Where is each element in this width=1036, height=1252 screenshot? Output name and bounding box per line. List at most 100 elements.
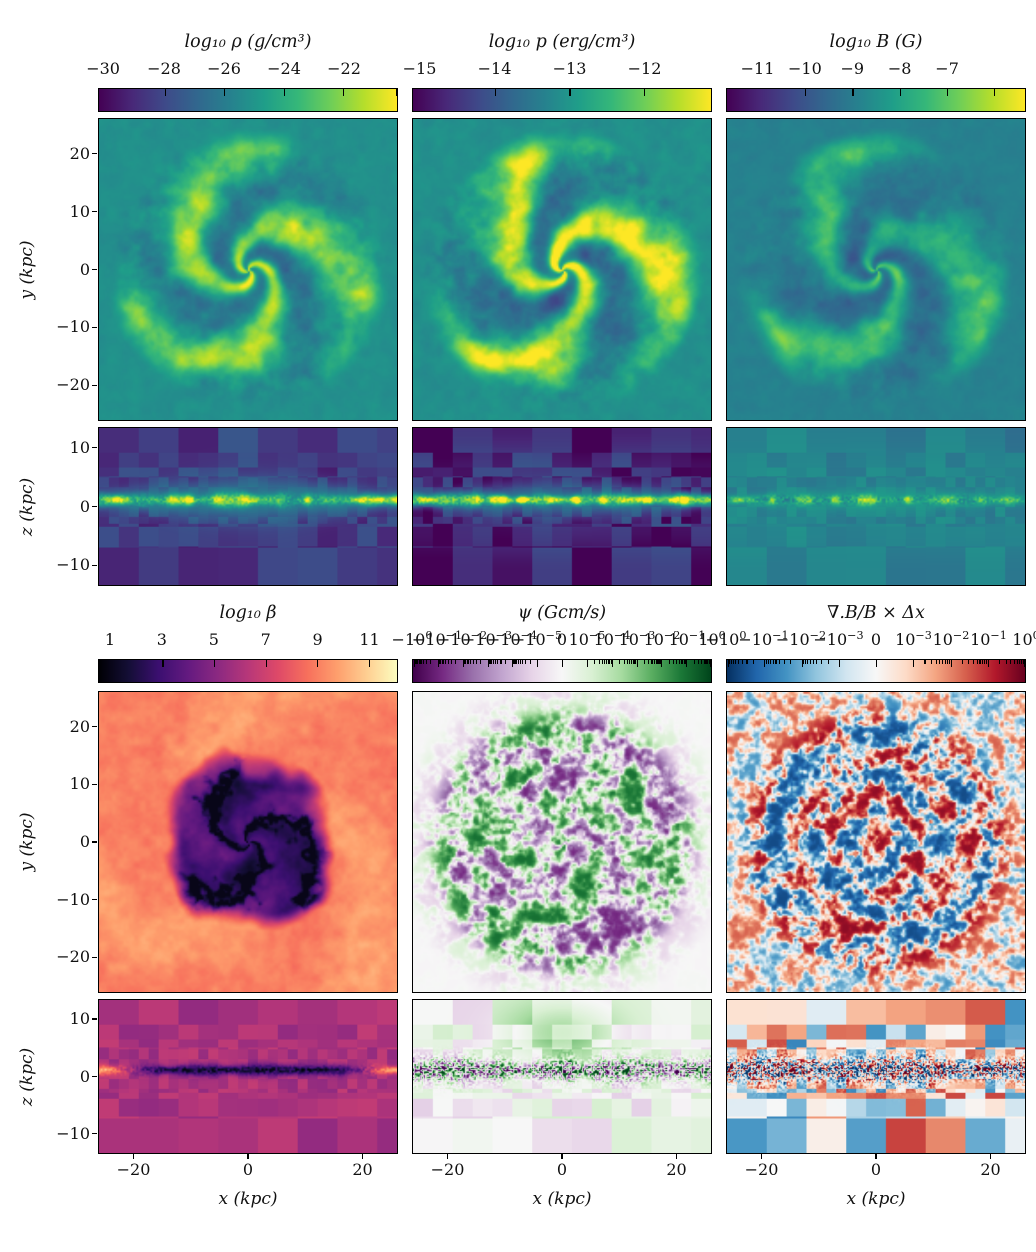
colorbar-minor-tick-mark [741, 660, 743, 664]
y-axis-label: y (kpc) [17, 240, 37, 299]
colorbar-tick-mark [727, 660, 729, 667]
colorbar-tick-mark [636, 660, 638, 667]
colorbar-tick-mark [487, 660, 489, 667]
colorbar-minor-tick-mark [660, 660, 662, 664]
colorbar-minor-tick-mark [779, 660, 781, 664]
colorbar-minor-tick-mark [944, 660, 946, 664]
z-tick-label: 10 [69, 1009, 90, 1029]
colorbar-minor-tick-mark [653, 660, 655, 664]
colorbar-minor-tick-mark [708, 660, 710, 664]
colorbar-minor-tick-mark [657, 660, 659, 664]
colorbar-pressure [412, 88, 712, 112]
colorbar-tick-label: 10−4 [593, 628, 631, 649]
colorbar-minor-tick-mark [500, 660, 502, 664]
colorbar-tick-mark [265, 660, 267, 667]
colorbar-minor-tick-mark [948, 660, 950, 664]
y-tick-label: −20 [56, 947, 90, 967]
colorbar-minor-tick-mark [770, 660, 772, 664]
x-tick-label: −20 [116, 1160, 151, 1179]
colorbar-tick-mark [343, 89, 345, 96]
colorbar-minor-tick-mark [668, 660, 670, 664]
x-tick-mark [675, 1154, 678, 1159]
z-tick-label: 10 [69, 437, 90, 457]
colorbar-tick-mark [283, 89, 285, 96]
x-tick-label: 0 [556, 1160, 568, 1179]
colorbar-minor-tick-mark [632, 660, 634, 664]
colorbar-minor-tick-mark [946, 660, 948, 664]
colorbar-tick-mark [805, 89, 807, 96]
colorbar-minor-tick-mark [693, 660, 695, 664]
x-tick-mark [361, 1154, 364, 1159]
colorbar-minor-tick-mark [827, 660, 829, 664]
colorbar-tick-mark [876, 660, 878, 667]
colorbar-tick-mark [437, 660, 439, 667]
colorbar-tick-label: 10−2 [932, 628, 970, 649]
colorbar-tick-label: −9 [840, 59, 865, 78]
y-tick-mark [92, 211, 97, 213]
x-axis-label: x (kpc) [532, 1189, 592, 1209]
colorbar-minor-tick-mark [443, 660, 445, 664]
y-tick-mark [92, 384, 97, 386]
colorbar-tick-mark [993, 89, 995, 96]
colorbar-minor-tick-mark [609, 660, 611, 664]
x-axis-label: x (kpc) [846, 1189, 906, 1209]
colorbar-minor-tick-mark [416, 660, 418, 664]
beta-faceon-map [99, 692, 397, 992]
colorbar-minor-tick-mark [623, 660, 625, 664]
colorbar-minor-tick-mark [425, 660, 428, 664]
colorbar-minor-tick-mark [732, 660, 734, 664]
colorbar-minor-tick-mark [607, 660, 609, 664]
z-tick-label: −10 [56, 1123, 90, 1143]
colorbar-minor-tick-mark [626, 660, 628, 664]
colorbar-minor-tick-mark [447, 660, 449, 664]
colorbar-tick-mark [643, 89, 646, 96]
x-tick-mark [989, 1154, 992, 1159]
colorbar-minor-tick-mark [514, 660, 516, 664]
colorbar-tick-mark [852, 89, 854, 96]
colorbar-minor-tick-mark [809, 660, 811, 664]
colorbar-minor-tick-mark [972, 660, 975, 664]
colorbar-minor-tick-mark [1021, 660, 1023, 664]
colorbar-tick-label: −10 [788, 59, 822, 78]
colorbar-tick-label: 9 [312, 630, 323, 649]
z-tick-mark [92, 447, 97, 449]
psi-edgeon-map [413, 1000, 711, 1153]
x-tick-label: −20 [430, 1160, 465, 1179]
colorbar-minor-tick-mark [728, 660, 730, 664]
colorbar-minor-tick-mark [1005, 660, 1007, 664]
colorbar-minor-tick-mark [976, 660, 978, 664]
colorbar-tick-mark [764, 660, 766, 667]
colorbar-tick-mark [164, 89, 166, 96]
colorbar-minor-tick-mark [939, 660, 941, 664]
colorbar-minor-tick-mark [753, 660, 755, 664]
colorbar-minor-tick-mark [438, 660, 441, 664]
y-tick-mark [92, 956, 97, 958]
edgeon-panel-beta [98, 999, 398, 1154]
z-tick-label: 0 [79, 496, 90, 516]
colorbar-divb [726, 659, 1026, 683]
colorbar-minor-tick-mark [676, 660, 678, 664]
colorbar-minor-tick-mark [517, 660, 519, 664]
colorbar-tick-label: 3 [156, 630, 167, 649]
colorbar-minor-tick-mark [480, 660, 482, 664]
colorbar-minor-tick-mark [658, 660, 661, 664]
colorbar-minor-tick-mark [816, 660, 818, 664]
y-tick-mark [92, 326, 97, 328]
colorbar-tick-label: −11 [740, 59, 775, 78]
psi-faceon-map [413, 692, 711, 992]
colorbar-minor-tick-mark [701, 660, 703, 664]
z-tick-mark [92, 1075, 97, 1078]
edgeon-panel-divb [726, 999, 1026, 1154]
colorbar-minor-tick-mark [634, 660, 636, 664]
density-faceon-map [99, 119, 397, 420]
colorbar-tick-mark [661, 660, 663, 667]
colorbar-tick-label: −7 [935, 59, 959, 78]
colorbar-minor-tick-mark [984, 660, 986, 664]
colorbar-minor-tick-mark [601, 660, 603, 664]
y-tick-mark [92, 726, 97, 728]
colorbar-minor-tick-mark [1019, 660, 1021, 664]
y-tick-label: 0 [79, 832, 90, 851]
colorbar-tick-label: 100 [698, 628, 726, 649]
y-tick-mark [92, 153, 97, 155]
colorbar-title-beta: log₁₀ β [219, 603, 277, 623]
